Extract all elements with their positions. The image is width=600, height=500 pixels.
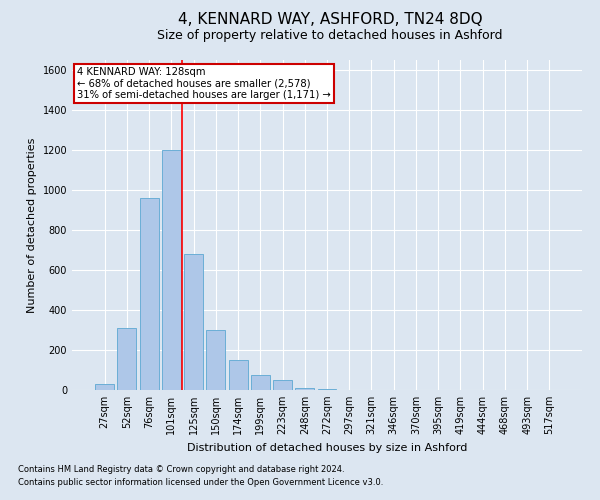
Text: Contains public sector information licensed under the Open Government Licence v3: Contains public sector information licen… bbox=[18, 478, 383, 487]
Bar bbox=[184, 254, 203, 390]
Bar bbox=[251, 375, 270, 390]
Bar bbox=[206, 330, 225, 390]
Bar bbox=[229, 360, 248, 390]
Text: 4 KENNARD WAY: 128sqm
← 68% of detached houses are smaller (2,578)
31% of semi-d: 4 KENNARD WAY: 128sqm ← 68% of detached … bbox=[77, 66, 331, 100]
Text: Contains HM Land Registry data © Crown copyright and database right 2024.: Contains HM Land Registry data © Crown c… bbox=[18, 466, 344, 474]
Bar bbox=[95, 384, 114, 390]
Bar bbox=[118, 328, 136, 390]
Bar bbox=[317, 389, 337, 390]
Bar bbox=[162, 150, 181, 390]
Bar bbox=[140, 198, 158, 390]
Bar bbox=[273, 380, 292, 390]
Text: Size of property relative to detached houses in Ashford: Size of property relative to detached ho… bbox=[157, 30, 503, 43]
Text: 4, KENNARD WAY, ASHFORD, TN24 8DQ: 4, KENNARD WAY, ASHFORD, TN24 8DQ bbox=[178, 12, 482, 28]
Bar bbox=[295, 388, 314, 390]
Y-axis label: Number of detached properties: Number of detached properties bbox=[27, 138, 37, 312]
X-axis label: Distribution of detached houses by size in Ashford: Distribution of detached houses by size … bbox=[187, 442, 467, 452]
